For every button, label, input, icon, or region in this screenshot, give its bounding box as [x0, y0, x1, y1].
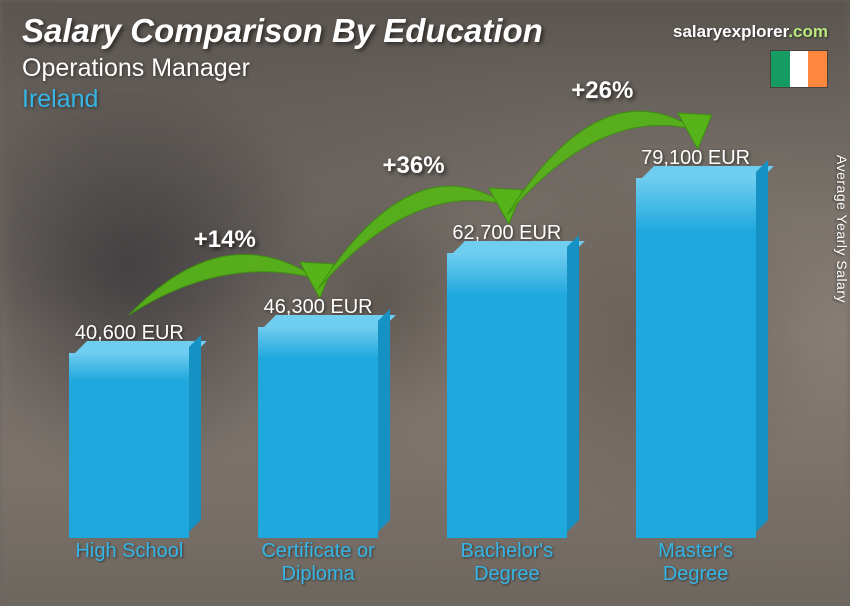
bar-label: High School — [35, 540, 224, 586]
y-axis-label: Average Yearly Salary — [834, 155, 850, 303]
bar — [258, 327, 378, 538]
bar-top-face — [453, 241, 585, 253]
bar-slot: 62,700 EUR — [413, 222, 602, 538]
bar-label: Master'sDegree — [601, 540, 790, 586]
bar-front-face — [258, 327, 378, 538]
bar-label: Certificate orDiploma — [224, 540, 413, 586]
bar-side-face — [378, 309, 390, 532]
bar — [69, 353, 189, 538]
bar — [636, 178, 756, 538]
bar-top-face — [642, 166, 774, 178]
job-title: Operations Manager — [22, 54, 828, 83]
bar-slot: 40,600 EUR — [35, 322, 224, 538]
bar-front-face — [69, 353, 189, 538]
increase-label: +14% — [194, 226, 256, 254]
bar-top-face — [75, 341, 207, 353]
bar-label: Bachelor'sDegree — [413, 540, 602, 586]
header: Salary Comparison By Education Operation… — [22, 12, 828, 114]
bar-slot: 79,100 EUR — [601, 147, 790, 538]
bar — [447, 253, 567, 538]
bar-side-face — [756, 160, 768, 532]
bar-front-face — [447, 253, 567, 538]
bar-side-face — [189, 335, 201, 532]
labels-container: High SchoolCertificate orDiplomaBachelor… — [35, 540, 790, 586]
bar-slot: 46,300 EUR — [224, 296, 413, 538]
bar-side-face — [567, 235, 579, 532]
country-name: Ireland — [22, 85, 828, 114]
increase-label: +36% — [383, 152, 445, 180]
bars-container: 40,600 EUR 46,300 EUR 62,700 EUR 79,100 … — [35, 140, 790, 538]
page-title: Salary Comparison By Education — [22, 12, 828, 50]
salary-chart: 40,600 EUR 46,300 EUR 62,700 EUR 79,100 … — [35, 140, 790, 586]
bar-top-face — [264, 315, 396, 327]
bar-front-face — [636, 178, 756, 538]
